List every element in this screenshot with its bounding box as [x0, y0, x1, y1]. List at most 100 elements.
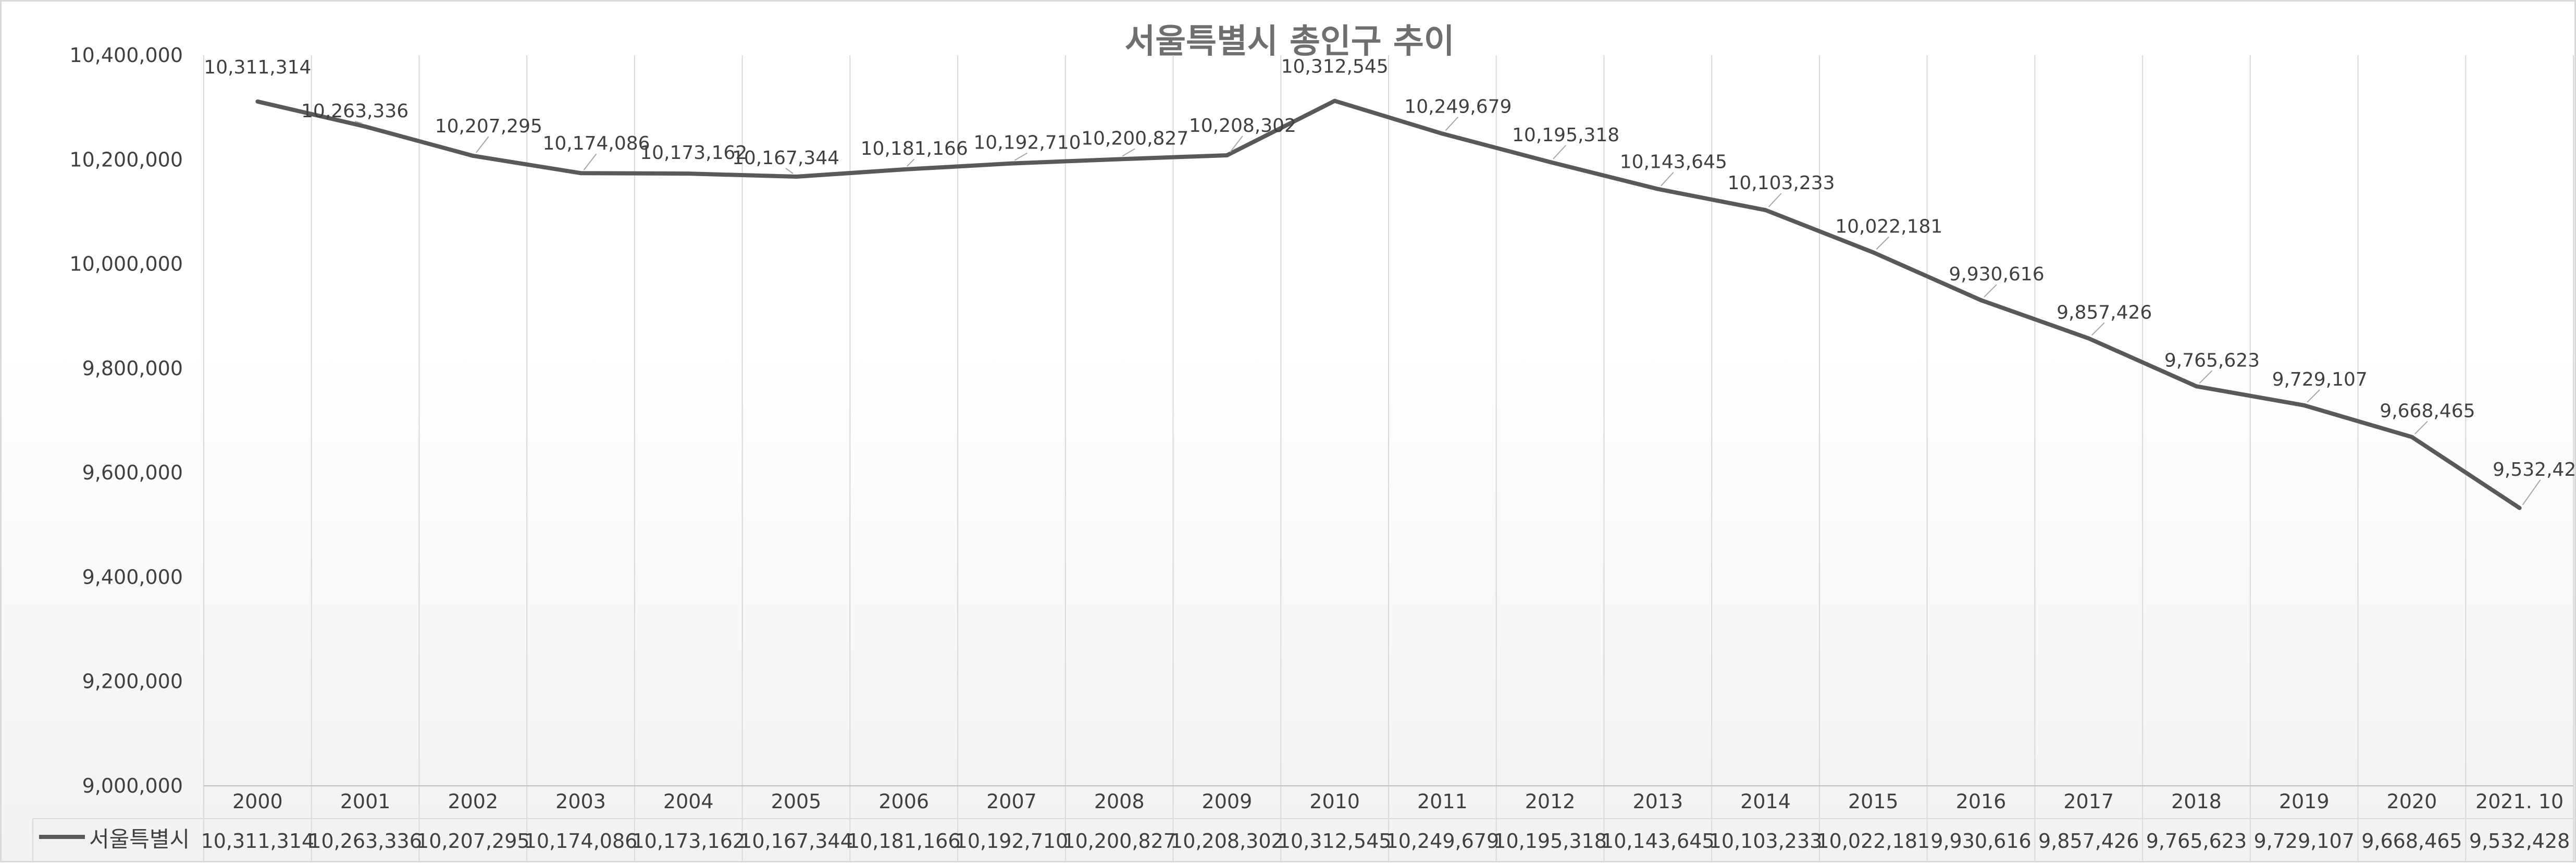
- data-label-leader: [583, 153, 597, 170]
- data-label-leader: [2091, 322, 2105, 336]
- data-point: [1117, 157, 1122, 162]
- x-category-label: 2017: [2063, 790, 2114, 813]
- chart-title: 서울특별시 총인구 추이: [1124, 22, 1454, 61]
- x-category-label: 2003: [555, 790, 606, 813]
- y-tick-label: 9,800,000: [82, 357, 183, 380]
- data-label: 10,181,166: [861, 138, 968, 159]
- data-point: [2194, 384, 2199, 389]
- y-tick-label: 10,200,000: [69, 148, 183, 171]
- data-point: [1979, 298, 1983, 303]
- x-category-label: 2008: [1094, 790, 1145, 813]
- data-point: [1009, 161, 1014, 166]
- data-label-leader: [785, 168, 794, 174]
- data-label-leader: [1122, 148, 1135, 157]
- x-category-label: 2006: [878, 790, 929, 813]
- x-category-label: 2014: [1740, 790, 1791, 813]
- x-category-label: 2020: [2387, 790, 2437, 813]
- table-value-cell: 10,249,679: [1386, 830, 1500, 853]
- y-tick-label: 9,600,000: [82, 461, 183, 484]
- data-point: [2409, 435, 2414, 439]
- data-point: [1224, 153, 1229, 157]
- table-value-cell: 9,930,616: [1930, 830, 2031, 853]
- data-point: [1763, 208, 1768, 213]
- data-label: 10,208,302: [1189, 115, 1296, 137]
- table-value-cell: 10,181,166: [847, 830, 961, 853]
- data-label: 10,173,162: [640, 142, 747, 164]
- table-value-cell: 9,857,426: [2038, 830, 2139, 853]
- x-category-label: 2007: [986, 790, 1037, 813]
- data-label-leader: [2307, 389, 2320, 403]
- x-category-label: 2004: [663, 790, 714, 813]
- data-label: 10,167,344: [732, 147, 839, 169]
- data-label: 10,200,827: [1081, 128, 1188, 149]
- data-label: 10,103,233: [1727, 172, 1835, 194]
- data-label-leader: [1876, 236, 1889, 250]
- data-point: [794, 174, 798, 179]
- data-point: [1440, 131, 1445, 136]
- table-value-cell: 10,174,086: [524, 830, 638, 853]
- data-label-leader: [1553, 145, 1566, 159]
- table-value-cell: 9,729,107: [2253, 830, 2354, 853]
- data-label: 9,729,107: [2272, 369, 2368, 390]
- x-category-label: 2012: [1525, 790, 1576, 813]
- series-line: [257, 98, 2521, 510]
- data-point: [1332, 98, 1337, 103]
- table-value-cell: 10,173,162: [631, 830, 745, 853]
- data-label-leader: [2199, 370, 2213, 384]
- data-label: 10,174,086: [542, 133, 650, 154]
- table-value-cell: 9,668,465: [2361, 830, 2462, 853]
- table-value-cell: 10,022,181: [1816, 830, 1930, 853]
- data-label-leader: [1984, 284, 1997, 298]
- x-category-label: 2005: [771, 790, 822, 813]
- data-point: [255, 99, 260, 104]
- table-value-cell: 10,195,318: [1493, 830, 1607, 853]
- data-label: 9,668,465: [2380, 401, 2475, 422]
- x-category-label: 2002: [448, 790, 498, 813]
- data-label-leader: [2522, 479, 2541, 505]
- data-label-leader: [2414, 421, 2428, 435]
- x-category-label: 2009: [1202, 790, 1253, 813]
- data-point: [1548, 159, 1553, 164]
- data-label: 10,192,710: [973, 132, 1081, 154]
- table-value-cell: 9,532,428: [2469, 830, 2570, 853]
- data-label-leader: [1230, 135, 1243, 153]
- data-point: [470, 153, 475, 158]
- data-label: 10,311,314: [204, 57, 311, 78]
- y-tick-label: 9,000,000: [82, 774, 183, 797]
- x-category-label: 2010: [1309, 790, 1360, 813]
- table-value-cell: 10,208,302: [1170, 830, 1284, 853]
- data-point: [2302, 403, 2307, 408]
- y-tick-label: 10,000,000: [69, 253, 183, 276]
- data-label: 10,312,545: [1281, 56, 1389, 78]
- table-value-cell: 10,311,314: [201, 830, 315, 853]
- x-category-label: 2019: [2279, 790, 2330, 813]
- data-point: [578, 171, 583, 176]
- table-value-cell: 10,167,344: [739, 830, 853, 853]
- table-value-cell: 10,192,710: [955, 830, 1069, 853]
- x-category-label: 2018: [2171, 790, 2222, 813]
- x-category-label: 2021. 10: [2475, 790, 2563, 813]
- legend-series-label: 서울특별시: [89, 826, 190, 852]
- data-label: 9,857,426: [2057, 302, 2152, 323]
- table-value-cell: 10,312,545: [1278, 830, 1392, 853]
- data-label-leader: [1014, 152, 1027, 161]
- table-value-cell: 10,263,336: [308, 830, 422, 853]
- data-label: 9,930,616: [1949, 264, 2044, 285]
- table-value-cell: 9,765,623: [2146, 830, 2247, 853]
- data-point: [1871, 250, 1876, 255]
- y-tick-label: 9,400,000: [82, 565, 183, 588]
- data-label: 10,249,679: [1404, 96, 1512, 118]
- x-category-label: 2011: [1417, 790, 1468, 813]
- data-label: 10,143,645: [1620, 152, 1727, 173]
- data-label: 9,532,428: [2493, 459, 2576, 480]
- data-label-leader: [1661, 172, 1674, 187]
- x-category-label: 2001: [340, 790, 391, 813]
- data-point: [686, 171, 691, 176]
- x-category-label: 2015: [1848, 790, 1899, 813]
- data-label: 9,765,623: [2164, 350, 2260, 371]
- data-label-leader: [1445, 116, 1459, 131]
- data-label-leader: [1768, 193, 1782, 207]
- data-point: [2086, 336, 2091, 341]
